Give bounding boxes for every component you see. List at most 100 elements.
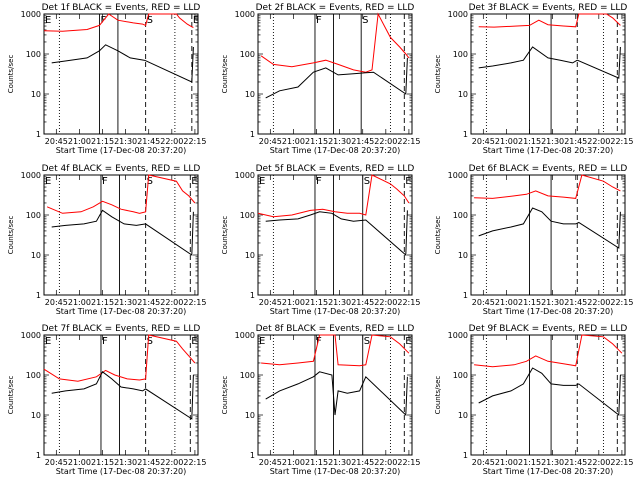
- y-tick-label: 10: [245, 251, 255, 260]
- panel-title: Det 6f BLACK = Events, RED = LLD: [469, 164, 628, 174]
- x-tick-label: 21:45: [564, 298, 587, 307]
- x-tick-label: 21:00: [282, 458, 305, 467]
- x-tick-label: 20:45: [472, 298, 495, 307]
- y-tick-label: 1000: [448, 331, 468, 340]
- x-tick-label: 21:45: [351, 137, 374, 146]
- y-tick-label: 1: [250, 451, 255, 460]
- x-axis-label: Start Time (17-Dec-08 20:37:20): [270, 307, 401, 316]
- x-tick-label: 21:00: [495, 458, 518, 467]
- x-tick-label: 21:30: [541, 458, 564, 467]
- marker-letter: S: [147, 336, 153, 347]
- marker-letter: S: [147, 176, 153, 187]
- y-axis-label: Counts/sec: [221, 376, 229, 415]
- x-tick-label: 21:30: [541, 137, 564, 146]
- y-tick-label: 10: [458, 411, 468, 420]
- y-axis-label: Counts/sec: [434, 216, 442, 255]
- plot-frame: [257, 334, 413, 456]
- panel-5: Det 5f BLACK = Events, RED = LLD 1 10 100 10…: [221, 164, 420, 316]
- panel-4: Det 4f BLACK = Events, RED = LLD 1 10 100 10…: [7, 164, 206, 316]
- marker-letter: S: [364, 176, 370, 187]
- marker-letter: E: [405, 336, 411, 347]
- x-axis-label: Start Time (17-Dec-08 20:37:20): [270, 467, 401, 476]
- x-tick-label: 22:15: [397, 458, 420, 467]
- x-tick-label: 21:00: [68, 298, 91, 307]
- y-tick-label: 10: [245, 90, 255, 99]
- x-axis-label: Start Time (17-Dec-08 20:37:20): [483, 467, 614, 476]
- x-tick-label: 21:00: [495, 137, 518, 146]
- marker-letter: F: [102, 336, 108, 347]
- panel-title: Det 8f BLACK = Events, RED = LLD: [256, 324, 415, 334]
- y-tick-label: 100: [453, 371, 468, 380]
- panel-2: Det 2f BLACK = Events, RED = LLD 1 10 100 10…: [221, 3, 420, 155]
- panel-7: Det 7f BLACK = Events, RED = LLD 1 10 100 10…: [7, 324, 206, 476]
- series-lld-line: [257, 174, 410, 218]
- plot-frame: [470, 334, 626, 456]
- y-tick-label: 1: [36, 451, 41, 460]
- x-axis-label: Start Time (17-Dec-08 20:37:20): [270, 146, 401, 155]
- y-tick-label: 100: [240, 211, 255, 220]
- y-tick-label: 1000: [21, 10, 41, 19]
- x-tick-label: 22:15: [183, 458, 206, 467]
- x-tick-label: 22:15: [397, 298, 420, 307]
- x-tick-label: 21:15: [91, 458, 114, 467]
- series-events-line: [265, 371, 408, 417]
- x-tick-label: 22:00: [587, 137, 610, 146]
- y-axis-label: Counts/sec: [7, 376, 15, 415]
- x-tick-label: 21:30: [114, 298, 137, 307]
- y-tick-label: 1: [36, 130, 41, 139]
- panel-title: Det 7f BLACK = Events, RED = LLD: [42, 324, 201, 334]
- y-tick-label: 1: [463, 291, 468, 300]
- x-tick-label: 22:15: [610, 137, 633, 146]
- x-tick-label: 22:00: [160, 137, 183, 146]
- x-axis-label: Start Time (17-Dec-08 20:37:20): [56, 146, 187, 155]
- x-tick-label: 22:00: [374, 458, 397, 467]
- x-tick-label: 21:45: [137, 137, 160, 146]
- x-tick-label: 20:45: [472, 137, 495, 146]
- x-tick-label: 21:45: [137, 298, 160, 307]
- y-tick-label: 1000: [21, 331, 41, 340]
- x-tick-label: 21:15: [91, 298, 114, 307]
- x-tick-label: 21:15: [305, 298, 328, 307]
- y-tick-label: 100: [26, 50, 41, 59]
- y-tick-label: 1: [250, 130, 255, 139]
- panel-title: Det 3f BLACK = Events, RED = LLD: [469, 3, 628, 13]
- x-tick-label: 20:45: [472, 458, 495, 467]
- y-tick-label: 100: [26, 371, 41, 380]
- x-tick-label: 22:00: [587, 298, 610, 307]
- marker-letter: E: [45, 336, 51, 347]
- series-lld-line: [478, 13, 621, 28]
- y-axis-label: Counts/sec: [7, 216, 15, 255]
- x-axis-label: Start Time (17-Dec-08 20:37:20): [483, 146, 614, 155]
- y-tick-label: 1000: [448, 171, 468, 180]
- y-tick-label: 1000: [21, 171, 41, 180]
- y-axis-label: Counts/sec: [434, 55, 442, 94]
- plot-frame: [470, 174, 626, 296]
- marker-letter: S: [364, 336, 370, 347]
- x-tick-label: 22:00: [374, 298, 397, 307]
- marker-letter: F: [316, 15, 322, 26]
- x-tick-label: 21:15: [91, 137, 114, 146]
- marker-letter: E: [405, 176, 411, 187]
- panel-1: Det 1f BLACK = Events, RED = LLD 1 10 100 10…: [7, 3, 206, 155]
- marker-letter: F: [316, 336, 322, 347]
- x-tick-label: 21:30: [114, 458, 137, 467]
- y-tick-label: 1: [250, 291, 255, 300]
- x-tick-label: 20:45: [45, 298, 68, 307]
- series-events-line: [51, 371, 194, 420]
- x-tick-label: 22:00: [374, 137, 397, 146]
- x-tick-label: 21:30: [328, 298, 351, 307]
- plot-frame: [257, 174, 413, 296]
- y-tick-label: 1000: [235, 10, 255, 19]
- series-lld-line: [261, 334, 410, 367]
- panel-title: Det 9f BLACK = Events, RED = LLD: [469, 324, 628, 334]
- x-tick-label: 21:30: [328, 137, 351, 146]
- panel-9: Det 9f BLACK = Events, RED = LLD 1 10 100 10…: [434, 324, 633, 476]
- x-tick-label: 21:15: [518, 458, 541, 467]
- x-tick-label: 21:00: [282, 298, 305, 307]
- y-tick-label: 100: [453, 211, 468, 220]
- x-axis-label: Start Time (17-Dec-08 20:37:20): [56, 307, 187, 316]
- series-lld-line: [46, 174, 196, 214]
- x-tick-label: 20:45: [259, 298, 282, 307]
- panel-title: Det 2f BLACK = Events, RED = LLD: [256, 3, 415, 13]
- panel-title: Det 5f BLACK = Events, RED = LLD: [256, 164, 415, 174]
